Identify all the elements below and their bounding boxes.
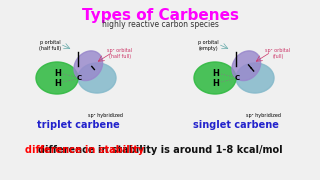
Text: sp² hybridized: sp² hybridized [89, 114, 124, 118]
Text: p orbital
(empty): p orbital (empty) [198, 40, 218, 51]
Text: H: H [212, 78, 220, 87]
Text: singlet carbene: singlet carbene [193, 120, 279, 130]
Text: Types of Carbenes: Types of Carbenes [82, 8, 238, 23]
Text: H: H [55, 78, 61, 87]
Text: C: C [235, 75, 240, 81]
Text: p orbital
(half full): p orbital (half full) [39, 40, 61, 51]
Polygon shape [78, 63, 116, 93]
Polygon shape [36, 62, 78, 94]
Text: sp² hybridized: sp² hybridized [246, 114, 282, 118]
Polygon shape [236, 63, 274, 93]
Polygon shape [74, 51, 103, 81]
Text: triplet carbene: triplet carbene [36, 120, 119, 130]
Polygon shape [194, 62, 236, 94]
Text: C: C [76, 75, 82, 81]
Text: highly reactive carbon species: highly reactive carbon species [101, 20, 219, 29]
Text: H: H [55, 69, 61, 78]
Text: difference in stability is around 1-8 kcal/mol: difference in stability is around 1-8 kc… [38, 145, 282, 155]
Text: difference in stability: difference in stability [25, 145, 145, 155]
Polygon shape [232, 51, 260, 81]
Text: H: H [212, 69, 220, 78]
Text: sp² orbital
(half full): sp² orbital (half full) [108, 48, 132, 59]
Text: sp² orbital
(full): sp² orbital (full) [265, 48, 291, 59]
